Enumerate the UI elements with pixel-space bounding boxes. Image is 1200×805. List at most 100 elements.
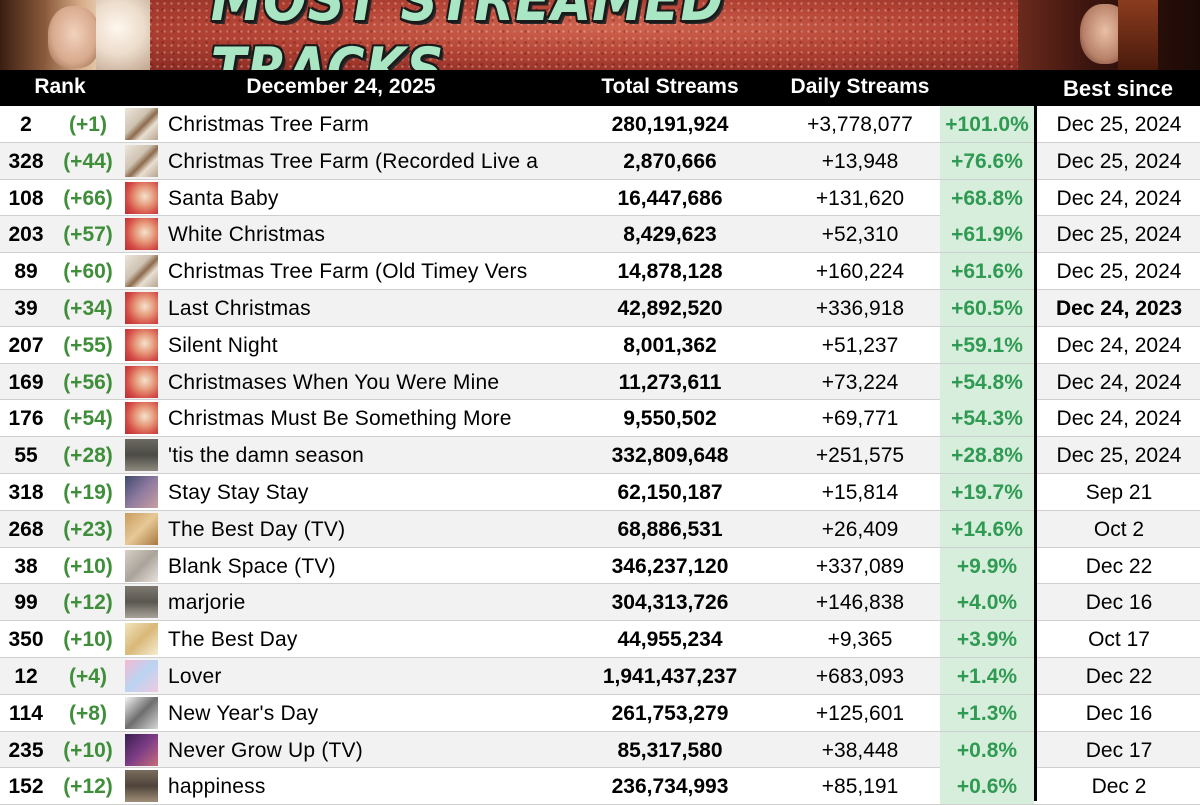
rank-cell: 235	[8, 738, 44, 762]
table-row[interactable]: 203 (+57) White Christmas 8,429,623 +52,310 +…	[0, 216, 1200, 254]
table-row[interactable]: 12 (+4) Lover 1,941,437,237 +683,093 +1.4% Dec…	[0, 657, 1200, 695]
rank-change-cell: (+57)	[63, 223, 113, 247]
track-title-cell[interactable]: New Year's Day	[168, 701, 319, 725]
track-title-cell[interactable]: happiness	[168, 775, 266, 799]
total-streams-cell: 332,809,648	[611, 444, 729, 468]
best-since-cell: Dec 24, 2023	[1055, 296, 1183, 320]
track-title-cell[interactable]: Christmas Must Be Something More	[168, 407, 512, 431]
tracks-table: 2 (+1) Christmas Tree Farm 280,191,924 +3,77…	[0, 106, 1200, 805]
banner: MOST STREAMED TRACKS	[0, 0, 1200, 70]
christmas-tree-farm-cover	[125, 144, 158, 177]
track-title-cell[interactable]: Christmases When You Were Mine	[168, 370, 500, 394]
track-title-cell[interactable]: White Christmas	[168, 223, 326, 247]
santa-baby-cover	[125, 365, 158, 398]
percent-change-cell: +1.4%	[940, 657, 1034, 694]
best-since-cell: Dec 25, 2024	[1056, 444, 1182, 468]
track-title-cell[interactable]: marjorie	[168, 591, 246, 615]
percent-change-cell: +59.1%	[940, 326, 1034, 363]
table-row[interactable]: 39 (+34) Last Christmas 42,892,520 +336,918 +…	[0, 289, 1200, 327]
percent-change-cell: +54.8%	[940, 363, 1034, 400]
total-streams-cell: 8,001,362	[623, 333, 717, 357]
track-title-cell[interactable]: Last Christmas	[168, 296, 311, 320]
total-streams-cell: 8,429,623	[623, 223, 717, 247]
rank-change-cell: (+28)	[63, 444, 113, 468]
table-row[interactable]: 114 (+8) New Year's Day 261,753,279 +125,601…	[0, 694, 1200, 732]
track-title-cell[interactable]: Never Grow Up (TV)	[168, 738, 363, 762]
rank-cell: 169	[8, 370, 44, 394]
christmas-tree-farm-cover	[125, 108, 158, 140]
banner-photo-right	[1018, 0, 1200, 70]
table-row[interactable]: 318 (+19) Stay Stay Stay 62,150,187 +15,814 +…	[0, 473, 1200, 511]
total-streams-cell: 261,753,279	[611, 701, 729, 725]
santa-baby-cover	[125, 181, 158, 214]
table-row[interactable]: 235 (+10) Never Grow Up (TV) 85,317,580 +38,…	[0, 731, 1200, 769]
table-row[interactable]: 207 (+55) Silent Night 8,001,362 +51,237 +59.…	[0, 326, 1200, 364]
table-row[interactable]: 176 (+54) Christmas Must Be Something More…	[0, 400, 1200, 438]
rank-cell: 108	[8, 186, 44, 210]
lover-cover	[125, 659, 158, 692]
daily-streams-cell: +26,409	[821, 517, 899, 541]
table-row[interactable]: 152 (+12) happiness 236,734,993 +85,191 +0.6%…	[0, 768, 1200, 805]
table-row[interactable]: 55 (+28) 'tis the damn season 332,809,648 +2…	[0, 437, 1200, 474]
banner-photo-left	[0, 0, 150, 70]
best-since-cell: Dec 25, 2024	[1056, 223, 1182, 247]
header-total-streams[interactable]: Total Streams	[601, 75, 739, 98]
table-row[interactable]: 328 (+44) Christmas Tree Farm (Recorded Li…	[0, 142, 1200, 180]
percent-change-cell: +9.9%	[940, 547, 1034, 584]
table-row[interactable]: 99 (+12) marjorie 304,313,726 +146,838 +4.0% D…	[0, 584, 1200, 622]
percent-change-cell: +68.8%	[940, 179, 1034, 216]
track-title-cell[interactable]: Silent Night	[168, 333, 278, 357]
rank-change-cell: (+56)	[63, 370, 113, 394]
total-streams-cell: 44,955,234	[617, 628, 723, 652]
track-title-cell[interactable]: Lover	[168, 664, 222, 688]
track-title-cell[interactable]: Christmas Tree Farm	[168, 113, 369, 136]
table-header: Rank December 24, 2025 Total Streams Dai…	[0, 70, 1200, 106]
table-row[interactable]: 169 (+56) Christmases When You Were Mine 11…	[0, 363, 1200, 401]
rank-cell: 203	[8, 223, 44, 247]
track-title-cell[interactable]: The Best Day	[168, 628, 298, 652]
header-daily-streams[interactable]: Daily Streams	[790, 75, 930, 98]
rank-cell: 318	[8, 480, 44, 504]
header-best-since[interactable]: Best since	[1062, 76, 1174, 101]
daily-streams-cell: +160,224	[815, 260, 905, 284]
daily-streams-cell: +85,191	[821, 775, 899, 799]
track-title-cell[interactable]: Santa Baby	[168, 186, 279, 210]
track-title-cell[interactable]: Blank Space (TV)	[168, 554, 336, 578]
best-since-cell: Dec 24, 2024	[1056, 370, 1182, 394]
rank-change-cell: (+4)	[69, 664, 107, 688]
table-row[interactable]: 108 (+66) Santa Baby 16,447,686 +131,620 +68.…	[0, 179, 1200, 217]
best-since-cell: Dec 16	[1085, 591, 1153, 615]
table-row[interactable]: 38 (+10) Blank Space (TV) 346,237,120 +337,0…	[0, 547, 1200, 585]
table-row[interactable]: 268 (+23) The Best Day (TV) 68,886,531 +26,4…	[0, 510, 1200, 548]
total-streams-cell: 280,191,924	[611, 113, 729, 136]
daily-streams-cell: +51,237	[821, 333, 899, 357]
percent-change-cell: +3.9%	[940, 621, 1034, 658]
speak-now-tv-cover	[125, 733, 158, 766]
table-row[interactable]: 89 (+60) Christmas Tree Farm (Old Timey Ve…	[0, 253, 1200, 290]
header-rank[interactable]: Rank	[34, 75, 86, 98]
1989-tv-cover	[125, 549, 158, 582]
track-title-cell[interactable]: Stay Stay Stay	[168, 480, 309, 504]
rank-change-cell: (+8)	[69, 701, 107, 725]
track-title-cell[interactable]: The Best Day (TV)	[168, 517, 346, 541]
daily-streams-cell: +131,620	[815, 186, 905, 210]
track-title-cell[interactable]: Christmas Tree Farm (Recorded Live a	[168, 149, 539, 173]
table-row[interactable]: 350 (+10) The Best Day 44,955,234 +9,365 +3.9…	[0, 621, 1200, 658]
track-title-cell[interactable]: Christmas Tree Farm (Old Timey Vers	[168, 260, 528, 284]
total-streams-cell: 236,734,993	[611, 775, 729, 799]
evermore-cover	[125, 439, 158, 472]
total-streams-cell: 11,273,611	[618, 370, 722, 394]
rank-change-cell: (+44)	[63, 149, 113, 173]
track-title-cell[interactable]: 'tis the damn season	[168, 444, 364, 468]
daily-streams-cell: +69,771	[821, 407, 899, 431]
rank-cell: 207	[8, 333, 44, 357]
rank-change-cell: (+19)	[63, 480, 113, 504]
table-row[interactable]: 2 (+1) Christmas Tree Farm 280,191,924 +3,77…	[0, 106, 1200, 143]
evermore-cover	[125, 770, 158, 803]
best-since-cell: Dec 17	[1085, 738, 1153, 762]
rank-cell: 2	[20, 113, 32, 136]
daily-streams-cell: +146,838	[815, 591, 905, 615]
santa-baby-cover	[125, 291, 158, 324]
best-since-cell: Oct 2	[1093, 517, 1145, 541]
